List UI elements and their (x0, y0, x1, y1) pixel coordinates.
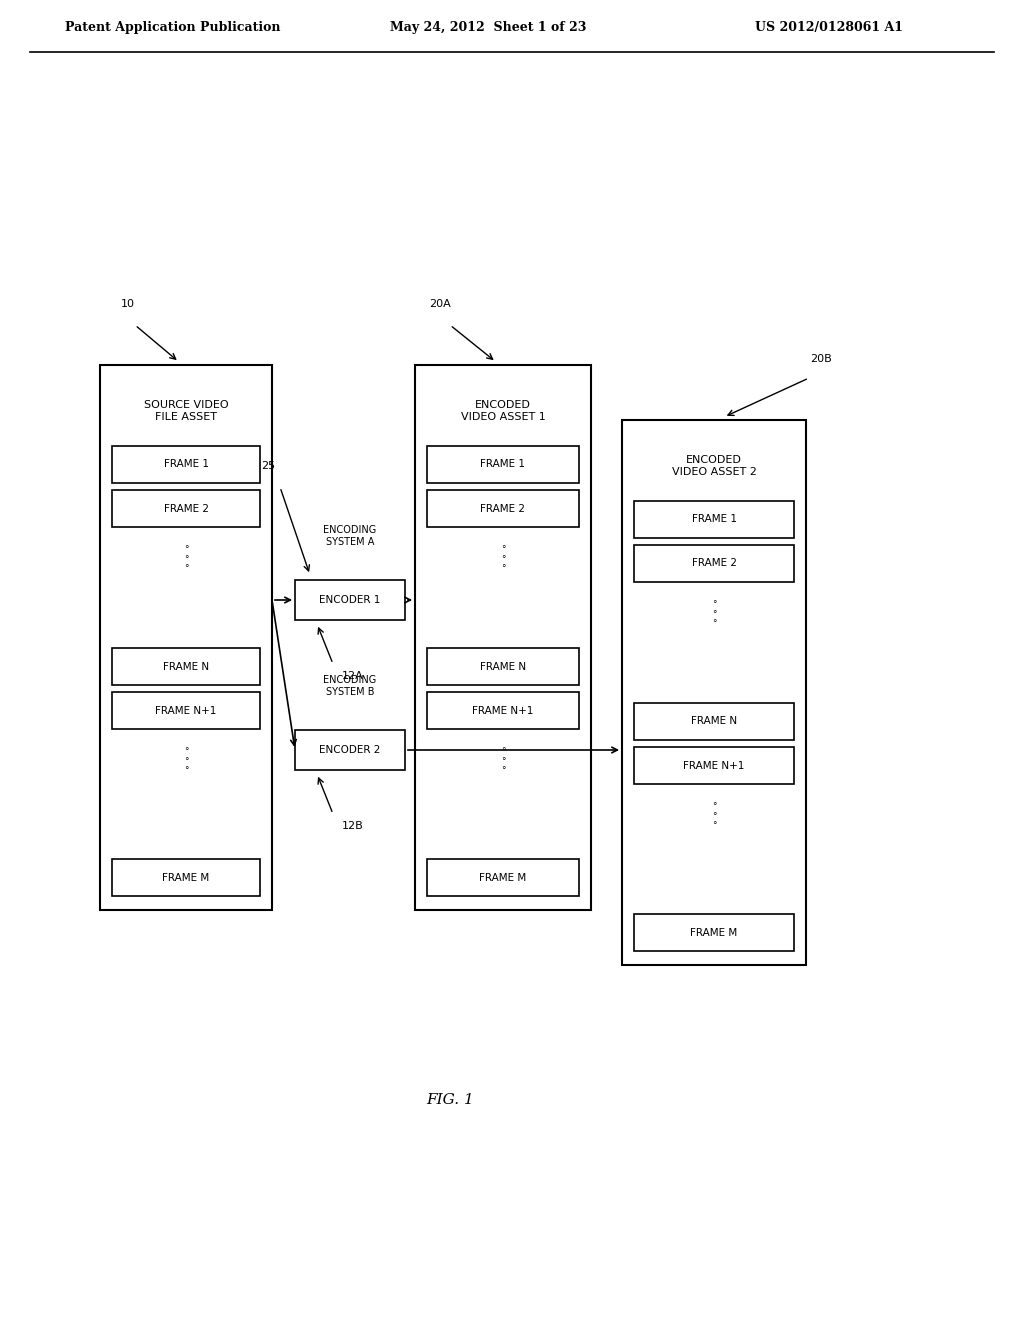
Text: FRAME N: FRAME N (480, 661, 526, 672)
Text: ENCODER 1: ENCODER 1 (319, 595, 381, 605)
Text: ENCODED
VIDEO ASSET 1: ENCODED VIDEO ASSET 1 (461, 400, 546, 422)
Text: °
°
°: ° ° ° (501, 545, 505, 573)
Text: FRAME N: FRAME N (691, 717, 737, 726)
Text: FRAME N+1: FRAME N+1 (683, 760, 744, 771)
Text: °
°
°: ° ° ° (183, 747, 188, 775)
Text: FRAME 2: FRAME 2 (164, 503, 209, 513)
Bar (622, 420, 806, 965)
Text: FRAME M: FRAME M (690, 928, 737, 937)
Text: ENCODING
SYSTEM B: ENCODING SYSTEM B (324, 676, 377, 697)
Text: FRAME M: FRAME M (479, 873, 526, 883)
Text: FRAME N: FRAME N (163, 661, 209, 672)
Text: FRAME N+1: FRAME N+1 (156, 705, 217, 715)
Bar (295, 579, 406, 620)
Bar (634, 747, 794, 784)
Bar (427, 490, 579, 527)
Text: FRAME M: FRAME M (163, 873, 210, 883)
Text: 10: 10 (121, 300, 135, 309)
Bar (427, 859, 579, 896)
Text: °
°
°: ° ° ° (712, 601, 716, 628)
Text: FRAME 2: FRAME 2 (480, 503, 525, 513)
Text: ENCODER 2: ENCODER 2 (319, 744, 381, 755)
Bar (634, 913, 794, 950)
Text: 25: 25 (261, 461, 275, 471)
Text: °
°
°: ° ° ° (501, 747, 505, 775)
Text: FIG. 1: FIG. 1 (426, 1093, 474, 1107)
Text: US 2012/0128061 A1: US 2012/0128061 A1 (755, 21, 903, 34)
Bar (112, 446, 260, 483)
Text: 12A: 12A (342, 671, 364, 681)
Bar (112, 859, 260, 896)
Text: FRAME 1: FRAME 1 (691, 515, 736, 524)
Text: 20A: 20A (429, 300, 451, 309)
Bar (295, 730, 406, 770)
Bar (112, 692, 260, 729)
Text: SOURCE VIDEO
FILE ASSET: SOURCE VIDEO FILE ASSET (143, 400, 228, 422)
Bar (427, 648, 579, 685)
Text: 12B: 12B (342, 821, 364, 832)
Text: ENCODED
VIDEO ASSET 2: ENCODED VIDEO ASSET 2 (672, 455, 757, 477)
Bar (634, 545, 794, 582)
Bar (634, 704, 794, 741)
Text: FRAME 1: FRAME 1 (480, 459, 525, 470)
Bar (112, 490, 260, 527)
Text: °
°
°: ° ° ° (183, 545, 188, 573)
Bar (100, 366, 272, 909)
Bar (634, 502, 794, 539)
Bar (427, 692, 579, 729)
Text: FRAME 1: FRAME 1 (164, 459, 209, 470)
Text: FRAME 2: FRAME 2 (691, 558, 736, 569)
Text: ENCODING
SYSTEM A: ENCODING SYSTEM A (324, 525, 377, 546)
Text: May 24, 2012  Sheet 1 of 23: May 24, 2012 Sheet 1 of 23 (390, 21, 587, 34)
Bar (112, 648, 260, 685)
Text: 20B: 20B (810, 354, 831, 364)
Bar (415, 366, 591, 909)
Text: Patent Application Publication: Patent Application Publication (65, 21, 281, 34)
Text: FRAME N+1: FRAME N+1 (472, 705, 534, 715)
Bar (427, 446, 579, 483)
Text: °
°
°: ° ° ° (712, 803, 716, 830)
